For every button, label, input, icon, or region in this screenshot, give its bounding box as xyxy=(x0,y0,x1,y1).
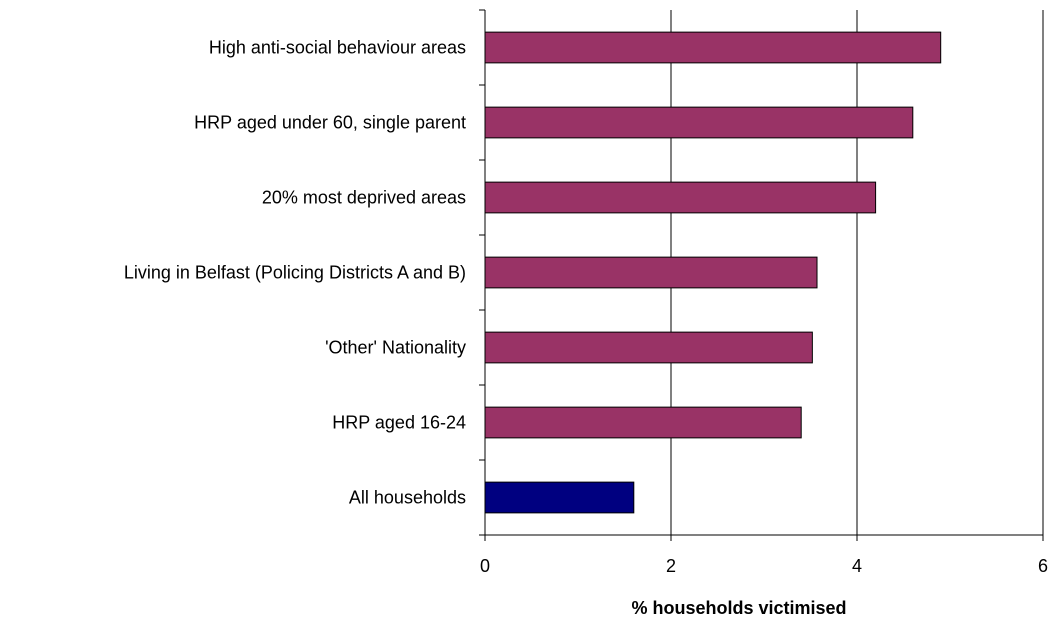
bar xyxy=(484,406,802,439)
x-tick-label: 2 xyxy=(666,556,676,576)
category-label: Living in Belfast (Policing Districts A … xyxy=(124,263,466,283)
x-axis-title: % households victimised xyxy=(631,598,846,618)
bar xyxy=(484,106,914,139)
bar xyxy=(484,331,813,364)
bar xyxy=(484,31,942,64)
category-label: 20% most deprived areas xyxy=(262,188,466,208)
category-label: High anti-social behaviour areas xyxy=(209,38,466,58)
bar xyxy=(484,181,877,214)
bars xyxy=(484,31,942,514)
category-label: HRP aged under 60, single parent xyxy=(194,113,466,133)
labels: 0 2 4 6 High anti-social behaviour areas HRP … xyxy=(124,38,1048,577)
x-tick-label: 4 xyxy=(852,556,862,576)
x-tick-label: 0 xyxy=(480,556,490,576)
x-tick-label: 6 xyxy=(1038,556,1048,576)
bar xyxy=(484,481,635,514)
category-label: All households xyxy=(349,488,466,508)
bar xyxy=(484,256,818,289)
category-label: HRP aged 16-24 xyxy=(332,413,466,433)
category-label: 'Other' Nationality xyxy=(325,338,466,358)
axes xyxy=(484,10,1043,536)
gridlines xyxy=(479,9,1044,541)
